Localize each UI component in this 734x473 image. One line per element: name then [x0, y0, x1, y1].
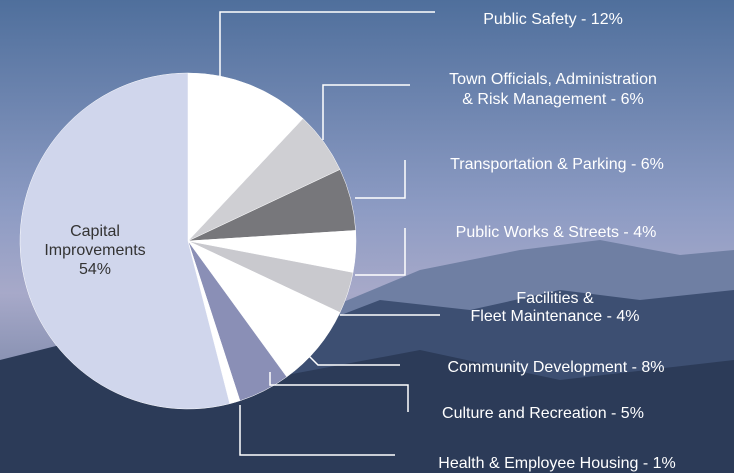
leader-line	[219, 11, 435, 76]
leader-line	[304, 351, 400, 366]
slice-label-line: Facilities &	[516, 290, 594, 307]
slice-label-line: Community Development - 8%	[448, 359, 665, 376]
slice-label: Public Works & Streets - 4%	[456, 224, 657, 241]
leader-line	[269, 372, 409, 412]
slice-label: Health & Employee Housing - 1%	[438, 455, 675, 472]
slice-label: Town Officials, Administration & Risk Man…	[449, 71, 657, 108]
slice-label: Transportation & Parking - 6%	[450, 156, 664, 173]
slice-label: Culture and Recreation - 5%	[442, 405, 644, 422]
slice-label-line: Improvements	[44, 242, 145, 259]
leader-line	[239, 405, 395, 456]
slice-label: Community Development - 8%	[448, 359, 665, 376]
slice-label-line: & Risk Management - 6%	[462, 91, 643, 108]
leader-line	[355, 160, 406, 199]
slice-label-line: Public Safety - 12%	[483, 11, 623, 28]
slice-label-line: Culture and Recreation - 5%	[442, 405, 644, 422]
slice-label: Facilities & Fleet Maintenance - 4%	[471, 290, 640, 325]
slice-label-line: Fleet Maintenance - 4%	[471, 308, 640, 325]
slice-label: Public Safety - 12%	[483, 11, 623, 28]
pie-slice	[187, 72, 304, 242]
slice-label-line: 54%	[79, 261, 111, 278]
slice-label-line: Public Works & Streets - 4%	[456, 224, 657, 241]
pie-slice	[19, 72, 231, 410]
leader-line	[355, 228, 406, 276]
leader-lines	[219, 11, 440, 456]
leader-line	[322, 84, 410, 140]
slice-label: Capital Improvements 54%	[44, 223, 145, 278]
slice-label-line: Capital	[70, 223, 120, 240]
slice-label-line: Transportation & Parking - 6%	[450, 156, 664, 173]
slice-label-line: Town Officials, Administration	[449, 71, 657, 88]
pie	[19, 72, 357, 410]
slice-label-line: Health & Employee Housing - 1%	[438, 455, 675, 472]
